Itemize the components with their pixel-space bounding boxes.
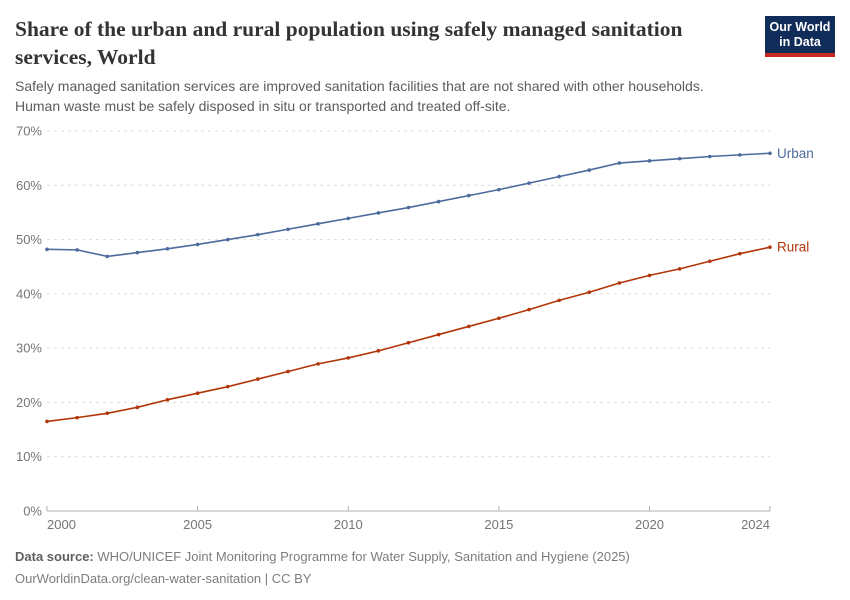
data-point-urban <box>647 159 652 163</box>
data-point-rural <box>617 281 622 285</box>
y-tick-label: 60% <box>16 178 42 193</box>
data-point-urban <box>466 193 471 198</box>
data-point-rural <box>225 384 230 389</box>
data-point-rural <box>677 267 682 271</box>
data-point-rural <box>647 273 652 278</box>
data-point-rural <box>286 369 290 374</box>
data-source-label: Data source: <box>15 549 94 564</box>
series-end-label-rural: Rural <box>777 240 809 255</box>
x-tick-label: 2020 <box>635 517 664 532</box>
data-point-rural <box>466 324 471 329</box>
data-point-urban <box>45 247 49 252</box>
y-tick-label: 20% <box>16 395 42 410</box>
data-point-rural <box>256 377 260 381</box>
y-tick-label: 10% <box>16 449 42 464</box>
x-tick-label: 2024 <box>741 517 770 532</box>
data-point-urban <box>256 232 260 237</box>
title-line-1: Share of the urban and rural population … <box>15 17 683 41</box>
data-point-urban <box>105 254 110 259</box>
data-point-urban <box>617 161 622 165</box>
chart-subtitle: Safely managed sanitation services are i… <box>15 77 835 116</box>
subtitle-line-1: Safely managed sanitation services are i… <box>15 78 704 94</box>
x-tick-label: 2005 <box>183 517 212 532</box>
data-source-line: Data source: WHO/UNICEF Joint Monitoring… <box>15 546 630 568</box>
data-point-rural <box>527 307 531 312</box>
data-point-urban <box>677 156 682 161</box>
logo-red-stripe <box>765 53 835 57</box>
data-point-rural <box>75 415 79 420</box>
data-source-text: WHO/UNICEF Joint Monitoring Programme fo… <box>97 549 630 564</box>
data-point-urban <box>527 181 531 185</box>
data-point-urban <box>406 205 411 210</box>
data-point-urban <box>738 153 742 157</box>
data-point-urban <box>436 199 441 204</box>
data-point-urban <box>587 168 592 172</box>
data-point-rural <box>738 251 742 256</box>
data-point-urban <box>135 250 140 255</box>
data-point-rural <box>557 298 561 303</box>
data-point-rural <box>195 391 200 396</box>
data-point-rural <box>587 290 592 295</box>
series-end-label-urban: Urban <box>777 146 814 161</box>
owid-url-link[interactable]: OurWorldinData.org/clean-water-sanitatio… <box>15 571 312 586</box>
data-point-urban <box>75 248 79 252</box>
data-point-urban <box>557 174 561 179</box>
data-point-rural <box>135 405 140 410</box>
data-point-rural <box>406 340 411 345</box>
data-point-rural <box>346 356 351 360</box>
data-point-rural <box>497 316 501 321</box>
data-point-rural <box>165 397 170 402</box>
x-tick-label: 2000 <box>47 517 76 532</box>
y-tick-label: 70% <box>16 124 42 139</box>
data-point-rural <box>45 419 49 424</box>
logo-text-line-2: in Data <box>779 35 821 49</box>
data-point-rural <box>768 245 772 249</box>
data-point-rural <box>376 349 381 353</box>
y-tick-label: 0% <box>23 504 42 519</box>
data-point-rural <box>316 362 320 366</box>
data-point-urban <box>165 247 170 251</box>
title-line-2: services, World <box>15 45 156 69</box>
owid-logo[interactable]: Our World in Data <box>765 16 835 57</box>
logo-text-line-1: Our World <box>769 20 831 34</box>
subtitle-line-2: Human waste must be safely disposed in s… <box>15 97 511 114</box>
x-tick-label: 2010 <box>334 517 363 532</box>
data-point-rural <box>436 332 441 337</box>
page-title: Share of the urban and rural population … <box>15 15 760 71</box>
data-point-urban <box>707 154 712 159</box>
data-point-urban <box>225 237 230 242</box>
y-tick-label: 50% <box>16 232 42 247</box>
data-point-urban <box>346 216 351 221</box>
data-point-urban <box>286 227 290 232</box>
data-point-urban <box>768 151 772 156</box>
y-tick-label: 40% <box>16 286 42 301</box>
series-line-rural <box>46 246 771 423</box>
data-point-rural <box>105 411 110 416</box>
data-point-urban <box>316 222 320 226</box>
data-point-urban <box>195 242 200 247</box>
y-tick-label: 30% <box>16 341 42 356</box>
chart-footer: Data source: WHO/UNICEF Joint Monitoring… <box>15 546 630 590</box>
data-point-urban <box>376 211 381 215</box>
data-point-urban <box>497 187 501 192</box>
data-point-rural <box>707 259 712 264</box>
series-line-urban <box>46 152 771 258</box>
x-tick-label: 2015 <box>484 517 513 532</box>
